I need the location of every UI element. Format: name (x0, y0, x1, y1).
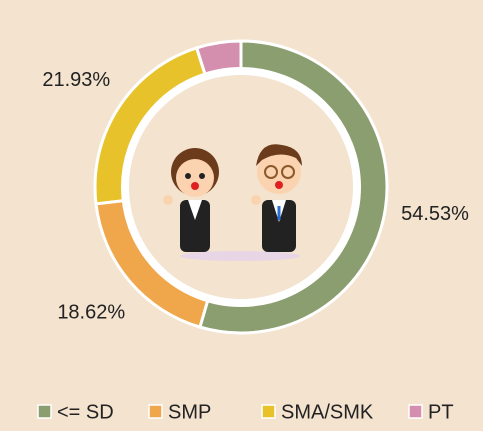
legend-label: SMA/SMK (281, 401, 374, 423)
legend-label: PT (428, 401, 454, 423)
data-label: 4.92% (182, 0, 239, 4)
page: {"chart_data": {"type": "donut", "catego… (0, 0, 483, 431)
data-label: 21.93% (42, 69, 110, 91)
legend-swatch (38, 405, 51, 418)
data-label: 18.62% (57, 302, 125, 324)
legend-swatch (409, 405, 422, 418)
illustration (163, 144, 302, 261)
data-label: 54.53% (401, 203, 469, 225)
inner-ring (125, 71, 357, 303)
legend-label: SMP (168, 401, 211, 423)
legend-swatch (149, 405, 162, 418)
legend-label: <= SD (57, 401, 114, 423)
legend-swatch (262, 405, 275, 418)
chart: 54.53% 18.62% 21.93% 4.92% <= SD SMP SMA/SMK PT (0, 0, 483, 431)
